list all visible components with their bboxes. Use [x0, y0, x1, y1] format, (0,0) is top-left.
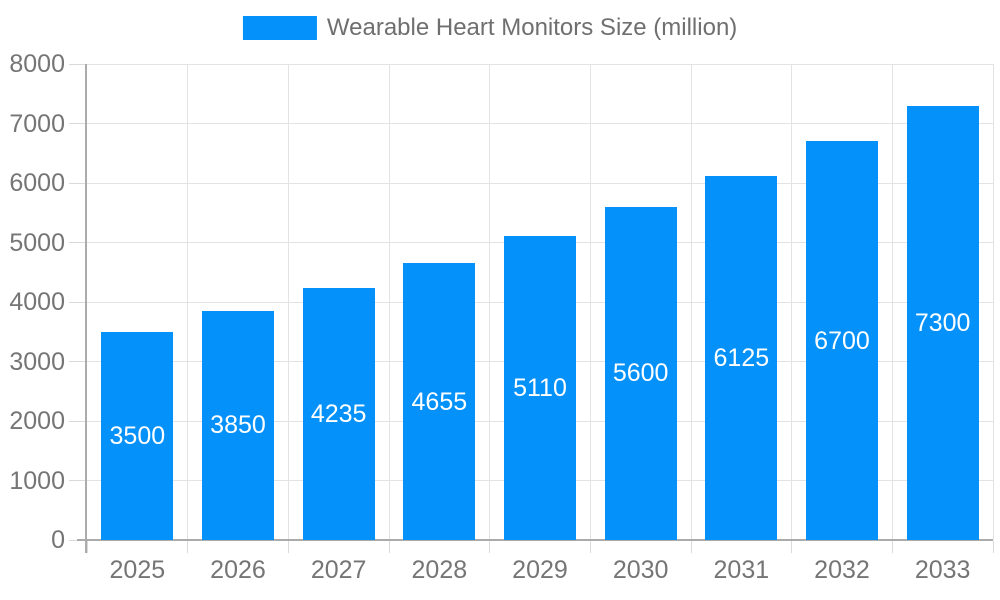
- x-tick: [187, 541, 189, 553]
- y-axis-label: 2000: [9, 407, 65, 435]
- bar-value-label: 3500: [109, 421, 166, 450]
- y-axis-label: 8000: [9, 50, 65, 78]
- x-gridline: [287, 64, 289, 540]
- bar-2033: [906, 105, 979, 540]
- y-axis-label: 3000: [9, 347, 65, 376]
- bar-2025: [101, 331, 174, 540]
- bar-2026: [202, 310, 274, 540]
- y-gridline: [87, 182, 993, 184]
- bar-value-label: 6700: [814, 326, 870, 355]
- y-axis-label: 7000: [9, 109, 65, 138]
- x-gridline: [791, 64, 793, 540]
- bar-value-label: 5110: [513, 373, 567, 402]
- x-gridline: [489, 64, 491, 540]
- bar-value-label: 6125: [713, 343, 770, 372]
- x-gridline: [589, 64, 591, 540]
- x-tick: [891, 541, 893, 553]
- y-tick: [69, 123, 85, 124]
- y-axis-label: 6000: [9, 169, 65, 197]
- bar-value-label: 4235: [310, 400, 367, 428]
- y-axis-label: 4000: [9, 288, 65, 316]
- y-tick: [69, 361, 85, 362]
- x-tick: [489, 541, 491, 553]
- y-tick: [69, 63, 85, 65]
- legend-label: Wearable Heart Monitors Size (million): [326, 14, 738, 41]
- x-tick: [287, 541, 289, 553]
- y-axis-label: 0: [51, 526, 65, 554]
- x-tick: [992, 541, 994, 553]
- bar-value-label: 4655: [411, 387, 468, 416]
- x-tick: [690, 541, 692, 553]
- x-tick: [388, 541, 390, 553]
- x-axis-line: [77, 539, 993, 541]
- bar-2027: [302, 288, 375, 540]
- y-tick: [69, 301, 85, 303]
- x-axis-label: 2030: [612, 556, 669, 584]
- y-tick: [69, 480, 85, 481]
- bar-2028: [403, 263, 476, 540]
- x-axis-label: 2028: [411, 556, 468, 584]
- bar-2031: [705, 175, 778, 540]
- x-gridline: [187, 64, 189, 540]
- x-axis-label: 2029: [512, 556, 568, 584]
- x-gridline: [891, 64, 893, 540]
- x-tick: [791, 541, 793, 553]
- y-tick: [69, 420, 85, 422]
- x-gridline: [388, 64, 390, 540]
- x-gridline: [690, 64, 692, 540]
- plot-area: 0 1000 2000 3000 4000 5000 6000 7000 8000 2025 202…: [9, 50, 994, 584]
- x-gridline: [992, 64, 994, 540]
- x-tick: [86, 541, 88, 553]
- bar-2030: [604, 206, 677, 540]
- x-axis-label: 2033: [914, 556, 971, 584]
- x-axis-label: 2026: [210, 556, 266, 584]
- y-tick: [69, 182, 85, 184]
- bar-2029: [504, 235, 576, 540]
- y-axis-label: 5000: [9, 228, 65, 257]
- y-tick: [69, 242, 85, 243]
- y-gridline: [87, 123, 993, 124]
- y-axis-line: [85, 64, 87, 553]
- y-gridline: [87, 63, 993, 65]
- x-axis-label: 2032: [814, 556, 870, 584]
- y-axis-label: 1000: [9, 466, 65, 495]
- bar-2032: [806, 141, 878, 540]
- bar-value-label: 3850: [210, 411, 266, 440]
- chart-legend[interactable]: Wearable Heart Monitors Size (million): [242, 14, 738, 42]
- legend-swatch: [242, 16, 317, 40]
- x-tick: [589, 541, 591, 553]
- bar-value-label: 7300: [914, 308, 971, 337]
- x-axis-label: 2027: [310, 556, 367, 584]
- bar-value-label: 5600: [612, 359, 669, 388]
- x-axis-label: 2031: [713, 556, 770, 584]
- x-axis-label: 2025: [109, 556, 166, 584]
